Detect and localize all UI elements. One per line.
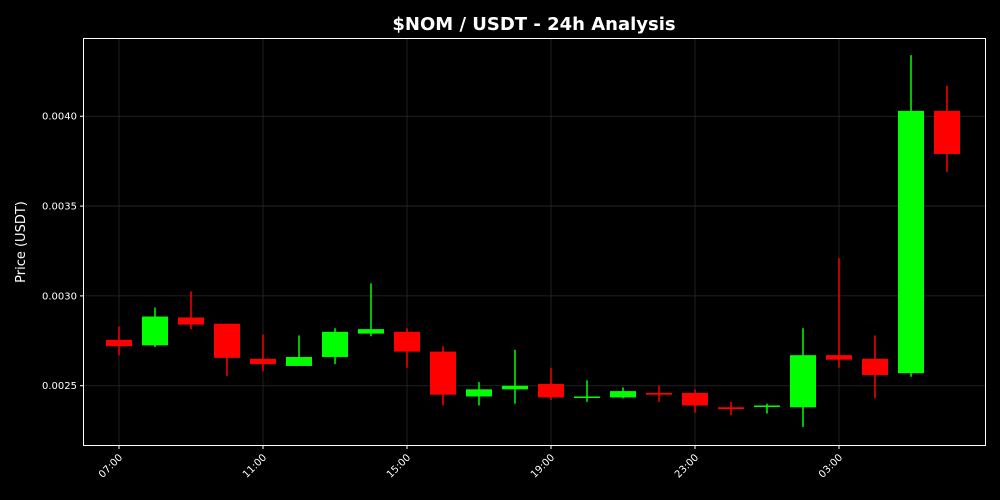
candle — [646, 385, 672, 402]
candle-body — [898, 110, 924, 374]
candle-body — [250, 358, 276, 365]
candle — [466, 382, 492, 406]
candle-body — [862, 358, 888, 375]
candle — [502, 349, 528, 404]
candle-body — [430, 351, 456, 395]
candle — [682, 389, 708, 413]
candle-body — [394, 331, 420, 352]
chart-title: $NOM / USDT - 24h Analysis — [392, 14, 675, 35]
y-tick-label: 0.0025 — [42, 381, 77, 392]
x-tick-label: 23:00 — [673, 452, 701, 480]
candle — [430, 346, 456, 406]
y-tick-label: 0.0040 — [42, 112, 77, 123]
candle-body — [682, 392, 708, 406]
candle — [826, 258, 852, 368]
candle — [322, 328, 348, 365]
candle-body — [790, 355, 816, 408]
candle-body — [502, 385, 528, 390]
candle-body — [466, 389, 492, 397]
candle — [754, 403, 780, 414]
candle-body — [934, 110, 960, 154]
candle — [898, 55, 924, 377]
grid-lines — [84, 39, 985, 445]
candle — [214, 323, 240, 376]
candle-body — [322, 331, 348, 357]
candle-body — [538, 383, 564, 398]
candle-body — [718, 407, 744, 410]
candle — [862, 335, 888, 399]
x-tick-label: 19:00 — [529, 452, 557, 480]
candle — [178, 291, 204, 330]
candle-body — [214, 323, 240, 358]
y-tick-label: 0.0035 — [42, 202, 77, 213]
candle — [610, 387, 636, 399]
candle — [934, 85, 960, 172]
candle-body — [142, 316, 168, 346]
candle — [574, 380, 600, 402]
candle-body — [754, 405, 780, 407]
x-tick-label: 07:00 — [97, 452, 125, 480]
candle-body — [574, 396, 600, 398]
candle-body — [286, 356, 312, 366]
candle — [538, 367, 564, 401]
y-axis-label: Price (USDT) — [14, 201, 29, 283]
candle-body — [178, 317, 204, 325]
candle — [790, 328, 816, 428]
candle-body — [610, 391, 636, 398]
candle — [142, 307, 168, 348]
candle — [106, 326, 132, 356]
candle-body — [646, 392, 672, 395]
x-tick-label: 15:00 — [385, 452, 413, 480]
candle — [718, 401, 744, 416]
plot-frame — [83, 38, 986, 446]
candle — [358, 283, 384, 337]
candle — [394, 328, 420, 368]
candle-body — [106, 339, 132, 347]
candle — [286, 335, 312, 366]
x-tick-label: 03:00 — [817, 452, 845, 480]
candle-body — [826, 355, 852, 360]
x-tick-label: 11:00 — [241, 452, 269, 480]
y-tick-label: 0.0030 — [42, 291, 77, 302]
candles — [106, 55, 960, 428]
candle-body — [358, 329, 384, 334]
candle — [250, 334, 276, 372]
